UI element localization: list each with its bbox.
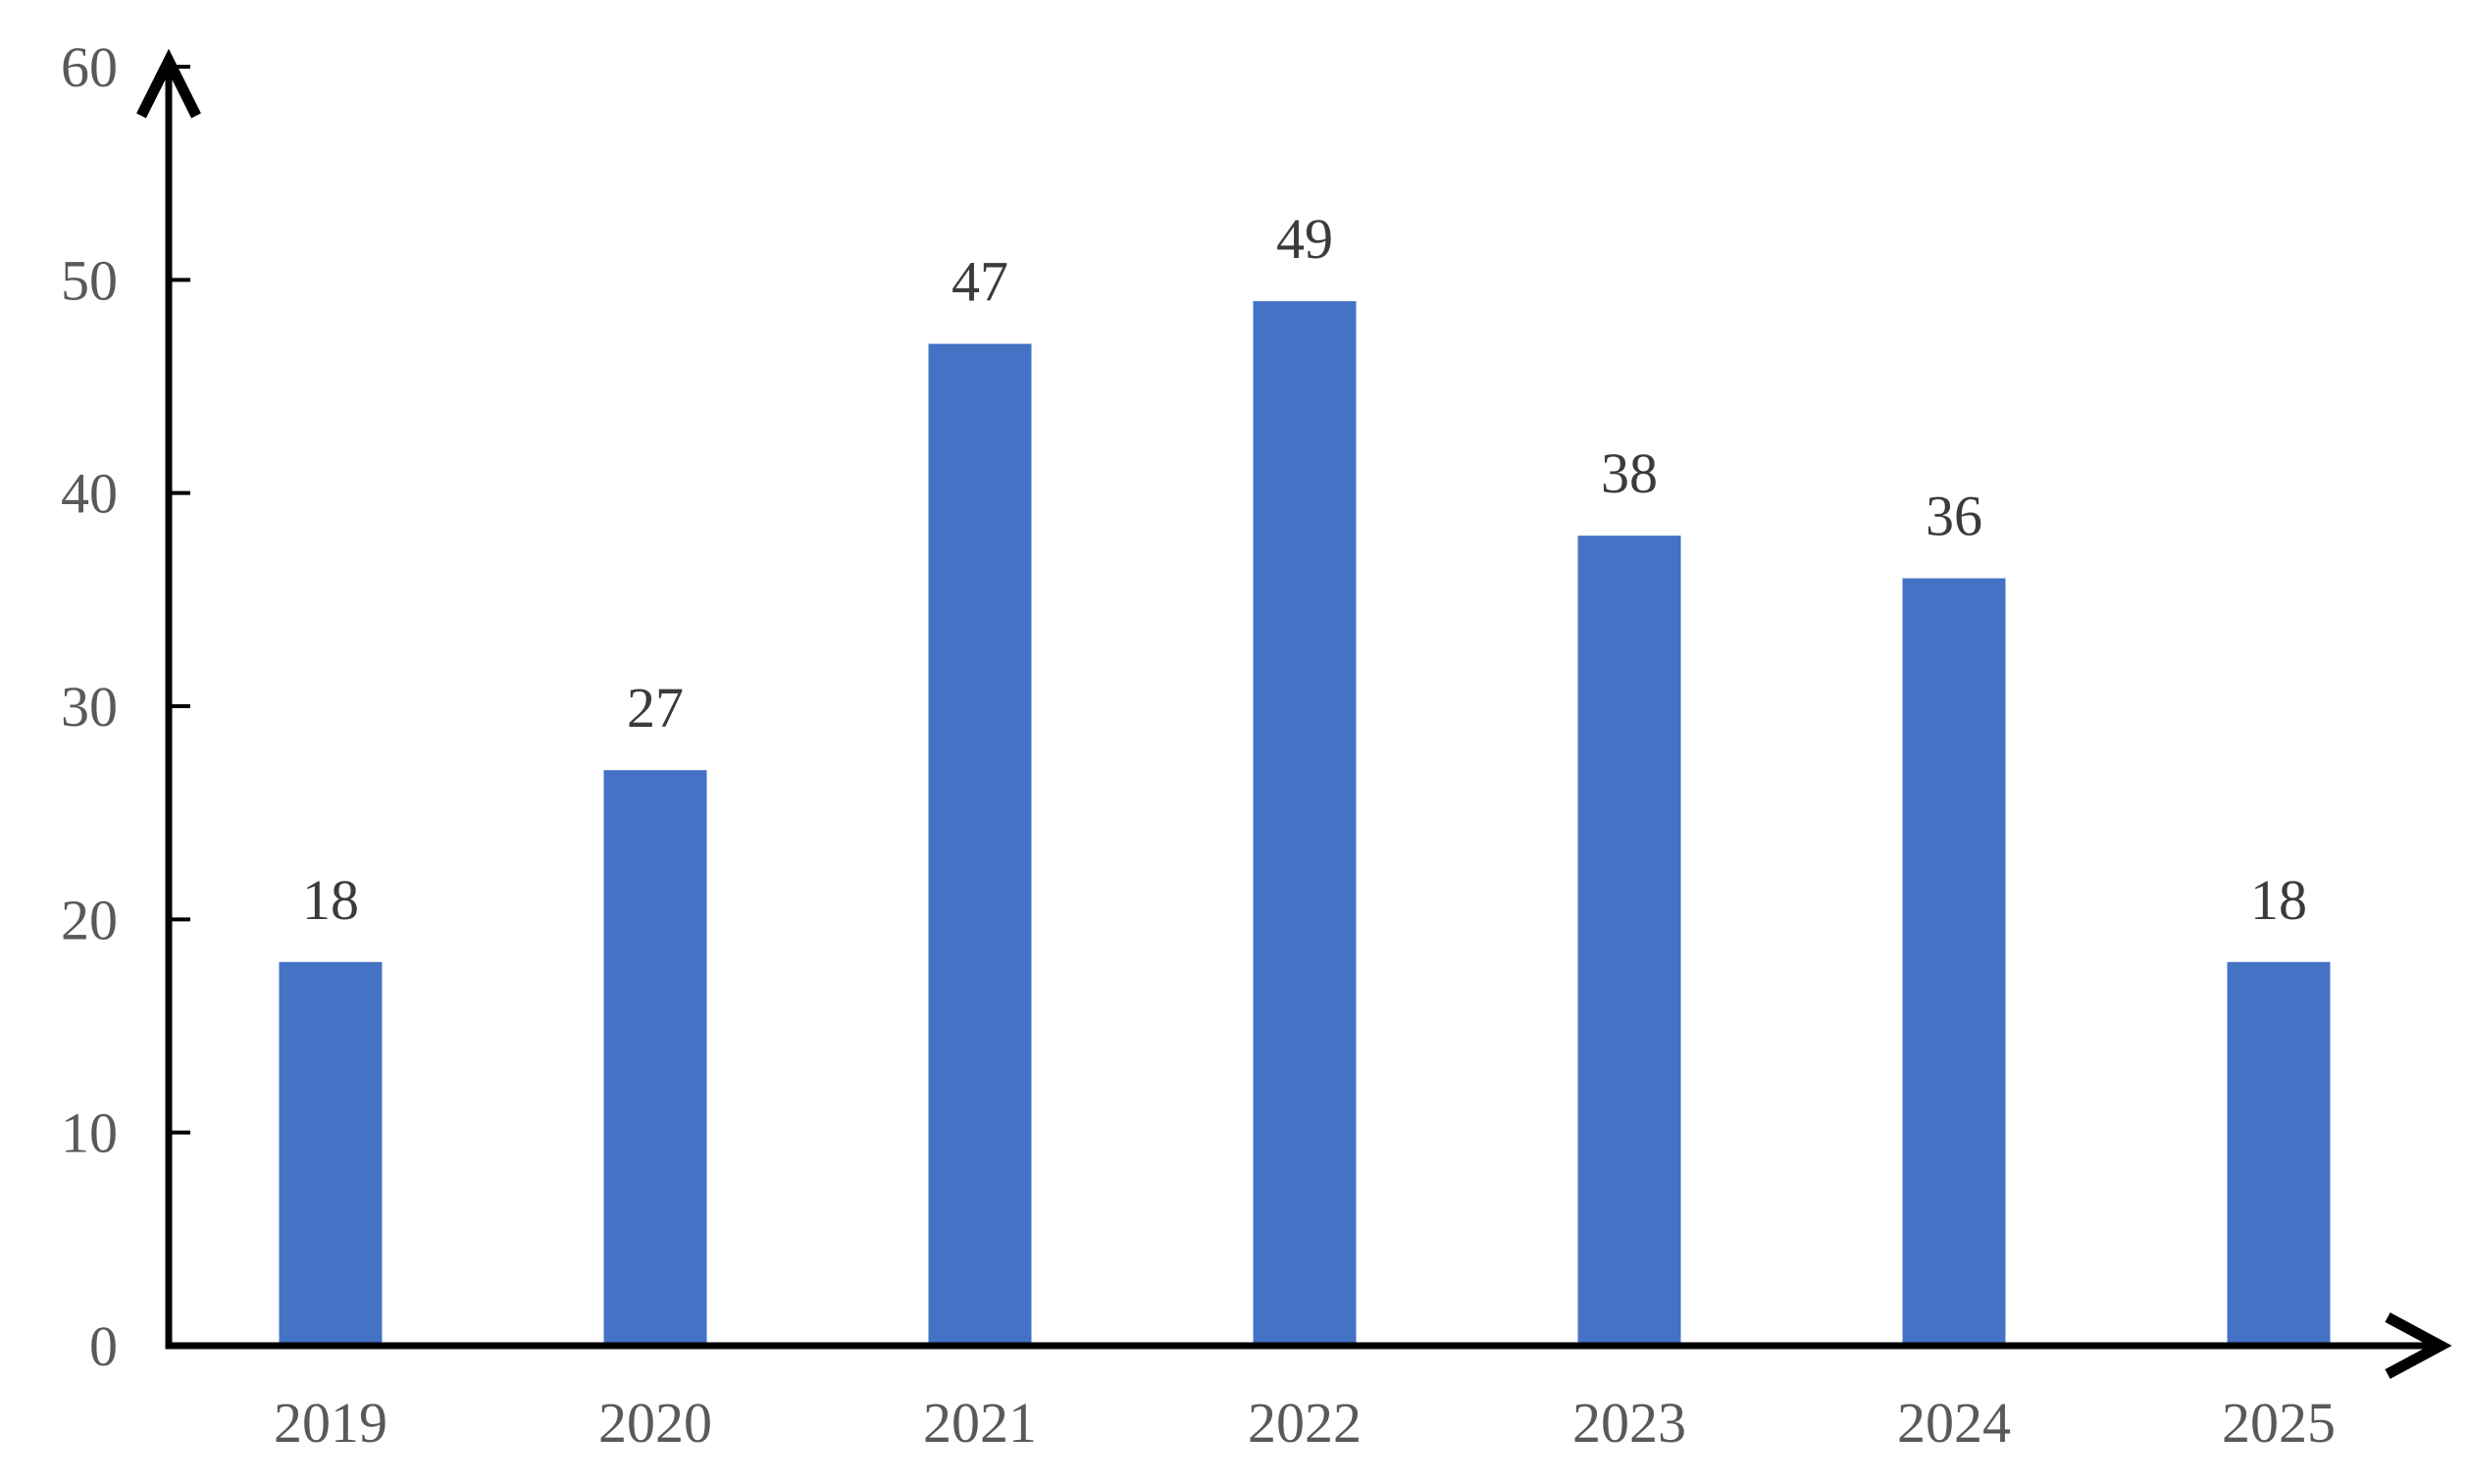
y-tick-label-10: 10 [61, 1101, 118, 1165]
value-label-2023: 38 [1601, 441, 1658, 505]
y-tick-label-50: 50 [61, 248, 118, 312]
bar-2021 [928, 343, 1032, 1346]
value-label-2019: 18 [302, 868, 359, 932]
x-tick-label-2019: 2019 [274, 1391, 387, 1455]
value-label-2021: 47 [952, 250, 1008, 314]
bar-2020 [603, 770, 707, 1346]
value-label-2024: 36 [1926, 485, 1982, 548]
y-tick-label-40: 40 [61, 462, 118, 526]
y-tick-label-30: 30 [61, 675, 118, 739]
x-axis-arrow-icon [2385, 1312, 2452, 1379]
y-axis-arrow-icon [136, 48, 201, 119]
value-label-2022: 49 [1276, 207, 1333, 271]
x-tick-label-2021: 2021 [923, 1391, 1037, 1455]
x-tick-label-2022: 2022 [1248, 1391, 1362, 1455]
y-tick-label-60: 60 [61, 35, 118, 99]
x-tick-label-2020: 2020 [598, 1391, 712, 1455]
bar-2023 [1577, 536, 1681, 1346]
y-tick-label-0: 0 [89, 1314, 118, 1378]
bar-2024 [1902, 578, 2006, 1346]
bar-2019 [279, 961, 383, 1346]
bar-2025 [2227, 961, 2331, 1346]
x-tick-label-2024: 2024 [1897, 1391, 2011, 1455]
value-label-2020: 27 [627, 676, 684, 740]
x-tick-label-2025: 2025 [2222, 1391, 2336, 1455]
x-tick-label-2023: 2023 [1572, 1391, 1686, 1455]
value-label-2025: 18 [2250, 868, 2307, 932]
bar-2022 [1253, 301, 1357, 1347]
y-tick-label-20: 20 [61, 888, 118, 951]
